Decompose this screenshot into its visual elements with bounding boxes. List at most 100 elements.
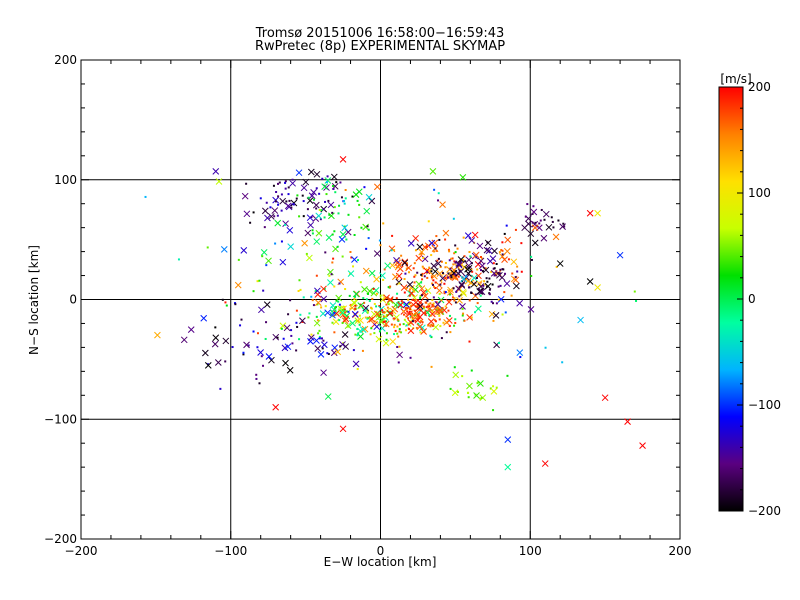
scatter-point (373, 183, 381, 191)
scatter-point (445, 331, 448, 334)
scatter-point (382, 222, 385, 225)
scatter-point (504, 311, 507, 314)
scatter-point (499, 268, 502, 271)
scatter-point (417, 322, 420, 325)
x-tick-label: −200 (65, 544, 98, 558)
scatter-point (504, 236, 512, 244)
scatter-point (483, 246, 491, 254)
scatter-point (485, 285, 488, 288)
scatter-point (366, 311, 369, 314)
scatter-point (461, 375, 464, 378)
scatter-point (349, 319, 356, 327)
scatter-point (465, 277, 468, 280)
scatter-point (391, 312, 394, 315)
scatter-point (453, 299, 456, 302)
scatter-point (292, 203, 295, 206)
scatter-point (507, 258, 510, 261)
scatter-point (484, 282, 492, 290)
scatter-point (557, 219, 560, 222)
scatter-point (393, 323, 396, 326)
scatter-point (280, 193, 283, 196)
scatter-point (403, 303, 406, 306)
scatter-point (206, 246, 209, 249)
scatter-point (433, 319, 436, 322)
scatter-point (444, 266, 447, 269)
scatter-point (274, 219, 282, 227)
scatter-point (543, 218, 546, 221)
scatter-point (241, 192, 249, 200)
scatter-point (351, 195, 354, 198)
scatter-point (338, 319, 341, 322)
scatter-point (432, 305, 435, 308)
scatter-point (317, 332, 320, 335)
scatter-point (320, 209, 323, 212)
scatter-point (365, 247, 368, 250)
scatter-point (462, 312, 465, 315)
scatter-point (307, 338, 314, 345)
scatter-point (291, 342, 294, 345)
scatter-point (261, 255, 264, 258)
scatter-point (481, 257, 484, 260)
scatter-point (367, 292, 370, 295)
scatter-point (311, 299, 314, 302)
scatter-point (431, 303, 434, 306)
scatter-point (349, 250, 352, 253)
scatter-point (388, 286, 391, 289)
scatter-point (231, 346, 234, 349)
scatter-point (480, 397, 483, 400)
scatter-point (440, 260, 443, 263)
scatter-point (489, 255, 497, 262)
scatter-point (425, 301, 428, 304)
scatter-point (273, 215, 276, 218)
scatter-point (321, 347, 324, 350)
scatter-point (280, 209, 283, 212)
scatter-point (314, 345, 322, 352)
scatter-point (454, 251, 457, 254)
scatter-point (234, 281, 242, 289)
scatter-point (577, 316, 584, 324)
x-tick-label: 100 (519, 544, 542, 558)
scatter-point (474, 311, 477, 314)
scatter-point (453, 260, 456, 263)
scatter-point (378, 330, 381, 333)
scatter-point (367, 237, 370, 240)
scatter-point (327, 352, 330, 355)
scatter-point (345, 310, 348, 313)
scatter-point (423, 306, 426, 309)
scatter-point (332, 187, 335, 190)
colorbar-ticks: 200 100 0 −100 −200 (737, 80, 781, 518)
scatter-point (501, 313, 504, 316)
scatter-point (298, 338, 301, 341)
scatter-point (389, 310, 392, 313)
scatter-point (322, 208, 325, 211)
scatter-point (368, 315, 376, 323)
scatter-point (386, 309, 394, 317)
scatter-point (466, 314, 474, 321)
colorbar-tick-label: −200 (748, 504, 781, 518)
scatter-point (405, 324, 408, 327)
scatter-point (398, 330, 401, 333)
scatter-point (301, 239, 308, 247)
scatter-point (375, 292, 378, 295)
scatter-point (343, 199, 346, 202)
scatter-point (333, 310, 340, 317)
scatter-point (354, 333, 357, 336)
scatter-point (204, 362, 212, 369)
scatter-point (358, 306, 361, 309)
y-tick-label: −100 (44, 412, 77, 426)
x-tick-label: 0 (377, 544, 385, 558)
x-axis-label: E−W location [km] (324, 555, 437, 569)
scatter-point (513, 282, 520, 290)
scatter-point (310, 333, 313, 336)
scatter-point (320, 306, 323, 309)
scatter-point (316, 319, 319, 322)
scatter-point (516, 270, 519, 273)
scatter-point (426, 276, 429, 279)
scatter-point (220, 246, 228, 253)
scatter-point (447, 272, 450, 275)
scatter-point (331, 211, 334, 214)
scatter-point (431, 239, 439, 247)
scatter-point (364, 316, 367, 319)
scatter-point (211, 340, 219, 348)
scatter-point (301, 320, 304, 323)
